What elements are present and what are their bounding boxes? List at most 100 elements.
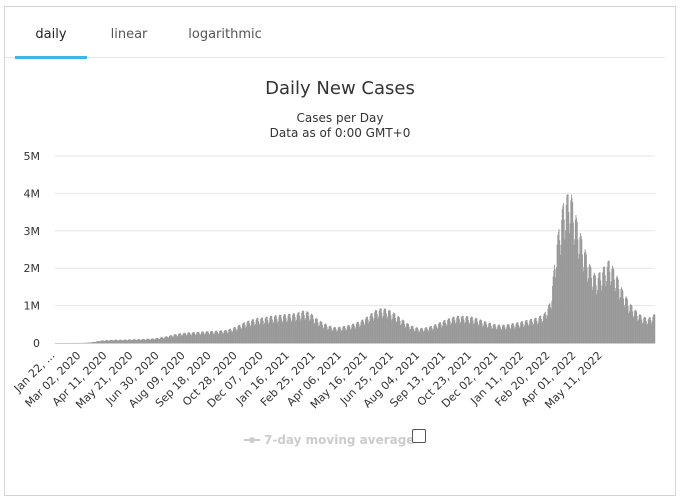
daily-case-bar[interactable] bbox=[389, 310, 391, 343]
daily-case-bar[interactable] bbox=[140, 339, 142, 343]
daily-case-bar[interactable] bbox=[528, 324, 530, 343]
daily-case-bar[interactable] bbox=[390, 315, 392, 343]
daily-case-bar[interactable] bbox=[244, 324, 246, 343]
daily-case-bar[interactable] bbox=[94, 342, 96, 343]
daily-case-bar[interactable] bbox=[142, 338, 144, 343]
daily-case-bar[interactable] bbox=[598, 273, 600, 343]
daily-case-bar[interactable] bbox=[535, 317, 537, 343]
daily-case-bar[interactable] bbox=[350, 328, 352, 343]
daily-case-bar[interactable] bbox=[234, 326, 236, 343]
daily-case-bar[interactable] bbox=[470, 316, 472, 343]
daily-case-bar[interactable] bbox=[101, 340, 103, 343]
daily-case-bar[interactable] bbox=[514, 327, 516, 343]
daily-case-bar[interactable] bbox=[125, 339, 127, 343]
daily-case-bar[interactable] bbox=[156, 337, 158, 343]
daily-case-bar[interactable] bbox=[572, 222, 574, 344]
daily-case-bar[interactable] bbox=[329, 325, 331, 343]
daily-case-bar[interactable] bbox=[455, 323, 456, 343]
daily-case-bar[interactable] bbox=[466, 316, 468, 343]
daily-case-bar[interactable] bbox=[228, 328, 230, 343]
daily-case-bar[interactable] bbox=[469, 322, 471, 343]
daily-case-bar[interactable] bbox=[499, 324, 501, 343]
daily-case-bar[interactable] bbox=[477, 321, 479, 343]
daily-case-bar[interactable] bbox=[375, 310, 377, 343]
daily-case-bar[interactable] bbox=[628, 311, 630, 343]
daily-case-bar[interactable] bbox=[176, 336, 178, 343]
daily-case-bar[interactable] bbox=[447, 320, 449, 343]
daily-case-bar[interactable] bbox=[387, 311, 389, 343]
daily-case-bar[interactable] bbox=[221, 331, 223, 343]
daily-case-bar[interactable] bbox=[175, 334, 177, 343]
daily-case-bar[interactable] bbox=[133, 339, 135, 343]
daily-case-bar[interactable] bbox=[557, 235, 559, 343]
daily-case-bar[interactable] bbox=[383, 308, 385, 343]
daily-case-bar[interactable] bbox=[481, 323, 483, 343]
daily-case-bar[interactable] bbox=[170, 335, 172, 343]
daily-case-bar[interactable] bbox=[625, 297, 626, 343]
daily-case-bar[interactable] bbox=[267, 320, 269, 343]
daily-case-bar[interactable] bbox=[226, 333, 228, 343]
daily-case-bar[interactable] bbox=[602, 267, 604, 343]
daily-case-bar[interactable] bbox=[436, 326, 438, 343]
daily-case-bar[interactable] bbox=[182, 335, 183, 343]
daily-case-bar[interactable] bbox=[647, 323, 649, 343]
daily-case-bar[interactable] bbox=[290, 321, 292, 343]
daily-case-bar[interactable] bbox=[337, 327, 339, 343]
daily-case-bar[interactable] bbox=[541, 322, 543, 343]
daily-case-bar[interactable] bbox=[183, 332, 185, 343]
daily-case-bar[interactable] bbox=[412, 326, 413, 343]
daily-case-bar[interactable] bbox=[377, 318, 379, 343]
daily-case-bar[interactable] bbox=[426, 329, 428, 343]
daily-case-bar[interactable] bbox=[487, 326, 489, 343]
daily-case-bar[interactable] bbox=[474, 319, 476, 343]
daily-case-bar[interactable] bbox=[422, 329, 424, 343]
daily-case-bar[interactable] bbox=[271, 319, 273, 343]
daily-case-bar[interactable] bbox=[339, 326, 341, 343]
daily-case-bar[interactable] bbox=[204, 334, 206, 343]
daily-case-bar[interactable] bbox=[651, 321, 653, 343]
daily-case-bar[interactable] bbox=[321, 322, 323, 343]
daily-case-bar[interactable] bbox=[484, 321, 486, 343]
daily-case-bar[interactable] bbox=[226, 331, 228, 343]
daily-case-bar[interactable] bbox=[563, 203, 565, 343]
daily-case-bar[interactable] bbox=[392, 313, 394, 343]
daily-case-bar[interactable] bbox=[559, 240, 561, 343]
daily-case-bar[interactable] bbox=[494, 324, 496, 343]
daily-case-bar[interactable] bbox=[438, 323, 439, 343]
daily-case-bar[interactable] bbox=[234, 327, 236, 343]
daily-case-bar[interactable] bbox=[121, 340, 123, 343]
daily-case-bar[interactable] bbox=[613, 279, 615, 343]
daily-case-bar[interactable] bbox=[630, 304, 632, 343]
daily-case-bar[interactable] bbox=[329, 325, 331, 343]
daily-case-bar[interactable] bbox=[595, 285, 597, 343]
daily-case-bar[interactable] bbox=[431, 327, 433, 343]
daily-case-bar[interactable] bbox=[355, 323, 357, 343]
daily-case-bar[interactable] bbox=[418, 332, 420, 343]
daily-case-bar[interactable] bbox=[445, 325, 447, 343]
daily-case-bar[interactable] bbox=[604, 275, 606, 343]
daily-case-bar[interactable] bbox=[202, 331, 204, 343]
daily-case-bar[interactable] bbox=[203, 333, 205, 343]
daily-case-bar[interactable] bbox=[570, 194, 572, 343]
daily-case-bar[interactable] bbox=[645, 320, 647, 343]
daily-case-bar[interactable] bbox=[453, 316, 454, 343]
daily-case-bar[interactable] bbox=[575, 215, 577, 343]
daily-case-bar[interactable] bbox=[122, 340, 124, 343]
daily-case-bar[interactable] bbox=[382, 318, 383, 343]
daily-case-bar[interactable] bbox=[209, 333, 211, 343]
daily-case-bar[interactable] bbox=[263, 324, 265, 343]
daily-case-bar[interactable] bbox=[547, 308, 549, 343]
daily-case-bar[interactable] bbox=[342, 326, 344, 343]
daily-case-bar[interactable] bbox=[509, 326, 510, 343]
daily-case-bar[interactable] bbox=[652, 316, 654, 343]
daily-case-bar[interactable] bbox=[460, 317, 462, 343]
daily-case-bar[interactable] bbox=[221, 330, 223, 343]
daily-case-bar[interactable] bbox=[408, 326, 410, 343]
daily-case-bar[interactable] bbox=[206, 331, 208, 343]
daily-case-bar[interactable] bbox=[455, 322, 457, 343]
daily-case-bar[interactable] bbox=[388, 309, 390, 343]
daily-case-bar[interactable] bbox=[540, 318, 542, 343]
daily-case-bar[interactable] bbox=[364, 323, 366, 343]
daily-case-bar[interactable] bbox=[464, 321, 466, 343]
daily-case-bar[interactable] bbox=[624, 304, 626, 343]
